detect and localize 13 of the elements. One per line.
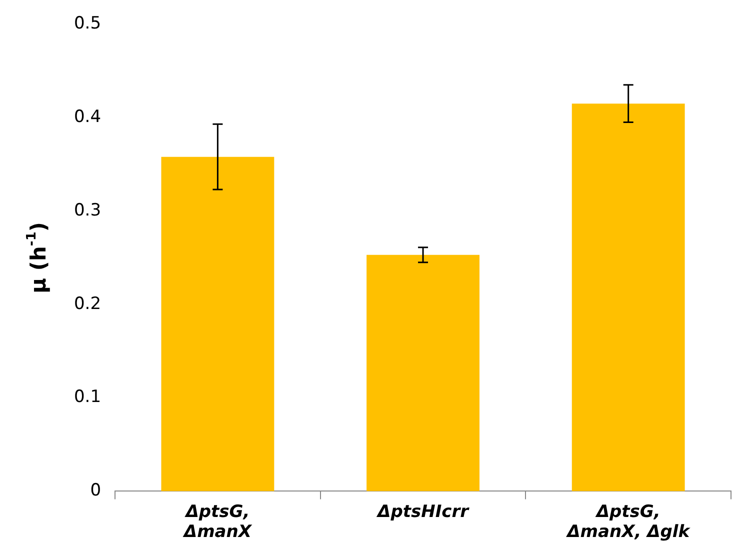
bar	[366, 254, 480, 492]
bar	[572, 104, 685, 492]
x-tick-label: ΔptsG, ΔmanX, Δglk	[565, 502, 692, 542]
y-tick-label: 0.1	[74, 387, 102, 408]
y-tick-label: 0.3	[74, 200, 102, 220]
x-tick-label: ΔptsG, ΔmanX	[182, 502, 252, 542]
y-axis-title: μ (h-1)	[24, 222, 50, 294]
x-tick-label: ΔptsHIcrr	[376, 502, 470, 522]
y-tick-label: 0.4	[74, 107, 102, 128]
y-tick-label: 0	[90, 480, 102, 501]
bar	[161, 156, 274, 492]
y-tick-label: 0.2	[74, 294, 102, 314]
y-tick-label: 0.5	[74, 14, 102, 34]
